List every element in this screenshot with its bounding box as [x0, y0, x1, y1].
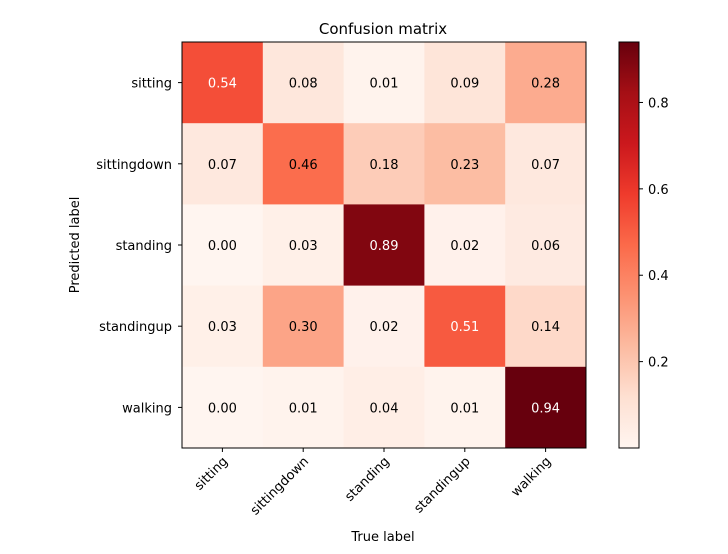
- heatmap-cell: [182, 123, 264, 205]
- heatmap-cell: [505, 42, 587, 124]
- cell-value-label: 0.02: [450, 239, 479, 254]
- heatmap-cell: [262, 366, 345, 449]
- colorbar-tick-label: 0.2: [648, 356, 669, 371]
- y-tick-label: walking: [122, 401, 172, 416]
- y-tick-label: standingup: [99, 320, 172, 335]
- cell-value-label: 0.02: [370, 320, 399, 335]
- x-axis-label: True label: [350, 530, 414, 545]
- heatmap-cell: [424, 285, 506, 368]
- cell-value-label: 0.00: [208, 239, 237, 254]
- heatmap-cell: [424, 366, 506, 449]
- cell-value-label: 0.30: [289, 320, 318, 335]
- cell-value-label: 0.28: [531, 77, 560, 92]
- cell-value-label: 0.03: [289, 239, 318, 254]
- cell-value-label: 0.54: [208, 77, 237, 92]
- cell-value-label: 0.00: [208, 401, 237, 416]
- x-tick-label: standing: [342, 454, 393, 505]
- y-tick-label: standing: [116, 239, 172, 254]
- cell-value-label: 0.08: [289, 77, 318, 92]
- heatmap-cell: [424, 42, 506, 124]
- cell-value-label: 0.01: [289, 401, 318, 416]
- cell-value-label: 0.03: [208, 320, 237, 335]
- cell-value-label: 0.09: [450, 77, 479, 92]
- cell-value-label: 0.01: [450, 401, 479, 416]
- x-tick-label: sitting: [192, 454, 231, 493]
- heatmap-cell: [343, 204, 425, 287]
- colorbar-tick-label: 0.4: [648, 269, 669, 284]
- x-axis-ticks: sitting sittingdown standing standingup walk…: [192, 448, 555, 518]
- heatmap-cell: [343, 366, 425, 449]
- cell-value-label: 0.51: [450, 320, 479, 335]
- cell-value-label: 0.89: [370, 239, 399, 254]
- heatmap-cell: [424, 204, 506, 287]
- heatmap-cell: [343, 285, 425, 368]
- y-axis-label: Predicted label: [68, 197, 83, 294]
- heatmap-cell: [505, 204, 587, 287]
- x-tick-label: standingup: [411, 454, 473, 516]
- cell-value-label: 0.07: [531, 158, 560, 173]
- cell-value-label: 0.04: [370, 401, 399, 416]
- heatmap-cell: [343, 123, 425, 205]
- cell-value-label: 0.01: [370, 77, 399, 92]
- heatmap-cell: [182, 366, 264, 449]
- cell-value-label: 0.14: [531, 320, 560, 335]
- heatmap-cell-labels: 0.54 0.08 0.01 0.09 0.28 0.07 0.46 0.18 0.23 0.07…: [208, 77, 560, 417]
- heatmap-cell: [262, 42, 345, 124]
- colorbar-tick-label: 0.6: [648, 183, 669, 198]
- y-tick-label: sitting: [131, 77, 172, 92]
- heatmap-cell: [343, 42, 425, 124]
- x-tick-label: sittingdown: [248, 454, 312, 518]
- x-tick-label: walking: [509, 454, 555, 500]
- cell-value-label: 0.06: [531, 239, 560, 254]
- heatmap-cell: [182, 285, 264, 368]
- cell-value-label: 0.18: [370, 158, 399, 173]
- heatmap-cell: [262, 123, 345, 205]
- heatmap-cell: [505, 123, 587, 205]
- y-axis-ticks: sitting sittingdown standing standingup walk…: [96, 77, 182, 416]
- heatmap-cell: [182, 42, 264, 124]
- heatmap-cell: [262, 285, 345, 368]
- y-tick-label: sittingdown: [96, 158, 172, 173]
- heatmap-cells: [182, 42, 587, 449]
- chart-title: Confusion matrix: [319, 20, 447, 38]
- colorbar-ticks: 0.2 0.4 0.6 0.8: [639, 96, 669, 371]
- heatmap-cell: [505, 366, 587, 449]
- cell-value-label: 0.46: [289, 158, 318, 173]
- heatmap-cell: [505, 285, 587, 368]
- colorbar-tick-label: 0.8: [648, 96, 669, 111]
- heatmap-cell: [182, 204, 264, 287]
- heatmap-cell: [424, 123, 506, 205]
- cell-value-label: 0.94: [531, 401, 560, 416]
- cell-value-label: 0.23: [450, 158, 479, 173]
- cell-value-label: 0.07: [208, 158, 237, 173]
- colorbar: [618, 41, 640, 449]
- heatmap-cell: [262, 204, 345, 287]
